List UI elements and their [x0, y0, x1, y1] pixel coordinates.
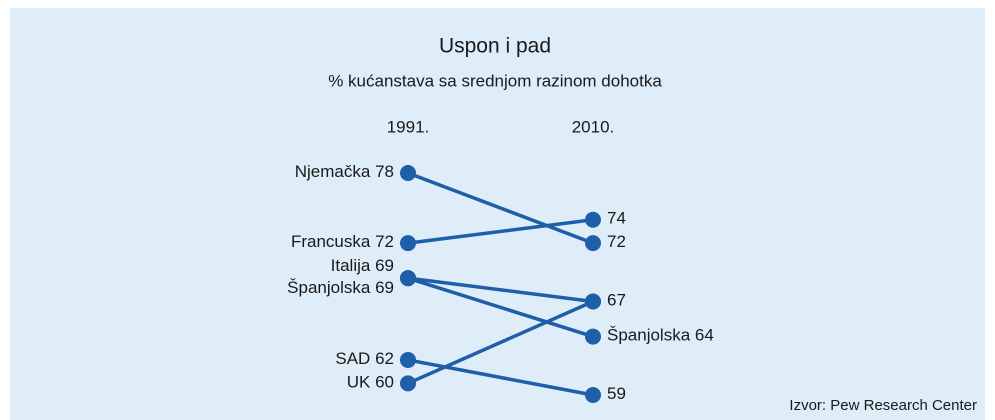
end-value: 59 [607, 384, 626, 403]
chart-subtitle: % kućanstava sa srednjom razinom dohotka [328, 71, 662, 90]
slope-line [407, 171, 594, 245]
start-value: 78 [375, 162, 394, 181]
series-name: UK [347, 373, 371, 392]
dot [585, 235, 601, 252]
background [10, 8, 985, 420]
start-label: Njemačka 78 [295, 162, 394, 181]
slope-line [407, 299, 594, 385]
series-name: Španjolska [287, 279, 371, 298]
start-label: UK 60 [347, 373, 394, 392]
end-label: 72 [607, 233, 626, 252]
start-value: 62 [375, 349, 394, 368]
slope-line [407, 276, 594, 339]
slope-line [407, 358, 594, 397]
end-value: 64 [695, 326, 714, 345]
series-name: Italija [331, 257, 371, 276]
column-label: 1991. [387, 117, 430, 136]
end-label: 59 [607, 384, 626, 403]
end-value: 67 [607, 291, 626, 310]
series-name: Španjolska [607, 326, 691, 345]
end-label: 74 [607, 209, 626, 228]
dot [585, 387, 601, 403]
dot [400, 375, 416, 392]
start-label: SAD 62 [335, 349, 394, 368]
dot [585, 293, 601, 310]
chart-title: Uspon i pad [439, 35, 551, 58]
dot [585, 328, 601, 345]
start-label: Španjolska 69 [287, 279, 394, 298]
start-value: 60 [375, 373, 394, 392]
start-value: 72 [375, 233, 394, 252]
dot [400, 270, 416, 287]
end-value: 74 [607, 209, 626, 228]
series-name: Njemačka [295, 162, 371, 181]
series-name: Francuska [291, 233, 371, 252]
dot [400, 235, 416, 252]
source: Izvor: Pew Research Center [789, 397, 977, 414]
start-value: 69 [375, 279, 394, 298]
dot [400, 351, 416, 368]
start-value: 69 [375, 257, 394, 276]
start-label: Italija 69 [331, 257, 394, 276]
dot [400, 165, 416, 181]
slope-line [407, 276, 594, 304]
series-name: SAD [335, 349, 370, 368]
end-value: 72 [607, 233, 626, 252]
start-label: Francuska 72 [291, 233, 394, 252]
slope-line [407, 218, 594, 245]
end-label: 67 [607, 291, 626, 310]
column-label: 2010. [572, 117, 615, 136]
end-label: Španjolska 64 [607, 326, 714, 345]
dot [585, 211, 601, 228]
